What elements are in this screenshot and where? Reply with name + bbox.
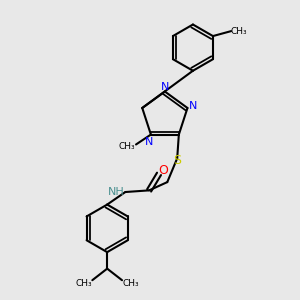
Text: CH₃: CH₃: [123, 279, 139, 288]
Text: O: O: [158, 164, 168, 177]
Text: CH₃: CH₃: [230, 27, 247, 36]
Text: NH: NH: [108, 187, 124, 197]
Text: N: N: [161, 82, 169, 92]
Text: S: S: [173, 154, 181, 167]
Text: CH₃: CH₃: [75, 279, 92, 288]
Text: N: N: [189, 101, 198, 111]
Text: N: N: [145, 137, 153, 147]
Text: CH₃: CH₃: [118, 142, 135, 151]
